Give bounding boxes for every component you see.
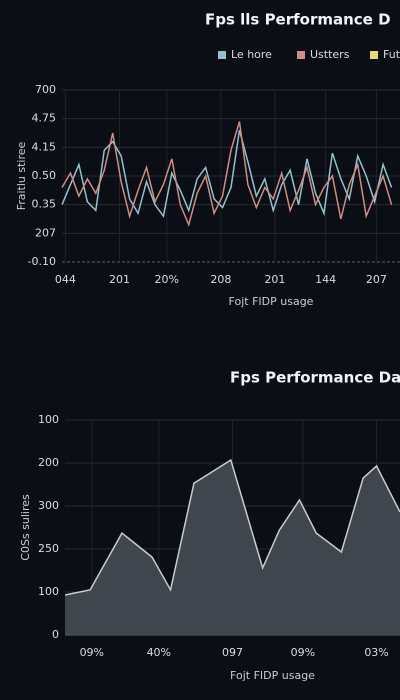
y-tick-label: 100 — [38, 413, 59, 426]
y-tick-label: 4.75 — [32, 112, 57, 125]
legend-label: Fut — [383, 48, 400, 61]
x-axis-label: Fojt FIDP usage — [230, 669, 315, 682]
legend-swatch — [370, 51, 378, 59]
y-tick-label: 4.15 — [32, 140, 57, 153]
legend-label: Le hore — [231, 48, 272, 61]
line — [61, 129, 393, 218]
area-line — [64, 458, 400, 596]
x-tick-label: 03% — [364, 646, 388, 659]
x-tick-label: 144 — [315, 273, 336, 286]
x-tick-label: 044 — [55, 273, 76, 286]
y-tick-label: 300 — [38, 499, 59, 512]
x-tick-label: 20% — [155, 273, 179, 286]
legend-swatch — [218, 51, 226, 59]
line — [61, 121, 393, 228]
legend-label: Ustters — [310, 48, 350, 61]
x-axis-label: Fojt FIDP usage — [229, 295, 314, 308]
chart-title: Fps lls Performance D — [205, 11, 391, 29]
legend-swatch — [297, 51, 305, 59]
y-tick-label: 0.35 — [32, 198, 57, 211]
y-tick-label: 250 — [38, 542, 59, 555]
x-tick-label: 097 — [222, 646, 243, 659]
y-tick-label: 200 — [38, 456, 59, 469]
y-axis-label: C0Ss sulires — [19, 494, 32, 561]
x-tick-label: 201 — [109, 273, 130, 286]
y-tick-label: 700 — [35, 83, 56, 96]
chart-title: Fps Performance Dat — [230, 369, 400, 387]
y-tick-label: 0.50 — [32, 169, 57, 182]
x-tick-label: 09% — [80, 646, 104, 659]
area — [65, 459, 400, 635]
y-tick-label: -0.10 — [28, 255, 56, 268]
y-tick-label: 100 — [38, 585, 59, 598]
x-tick-label: 201 — [264, 273, 285, 286]
y-axis-label: Fraitlu stiree — [15, 141, 28, 210]
x-tick-label: 208 — [210, 273, 231, 286]
x-tick-label: 207 — [366, 273, 387, 286]
y-tick-label: 207 — [35, 226, 56, 239]
y-tick-label: 0 — [52, 628, 59, 641]
x-tick-label: 09% — [291, 646, 315, 659]
x-tick-label: 40% — [147, 646, 171, 659]
